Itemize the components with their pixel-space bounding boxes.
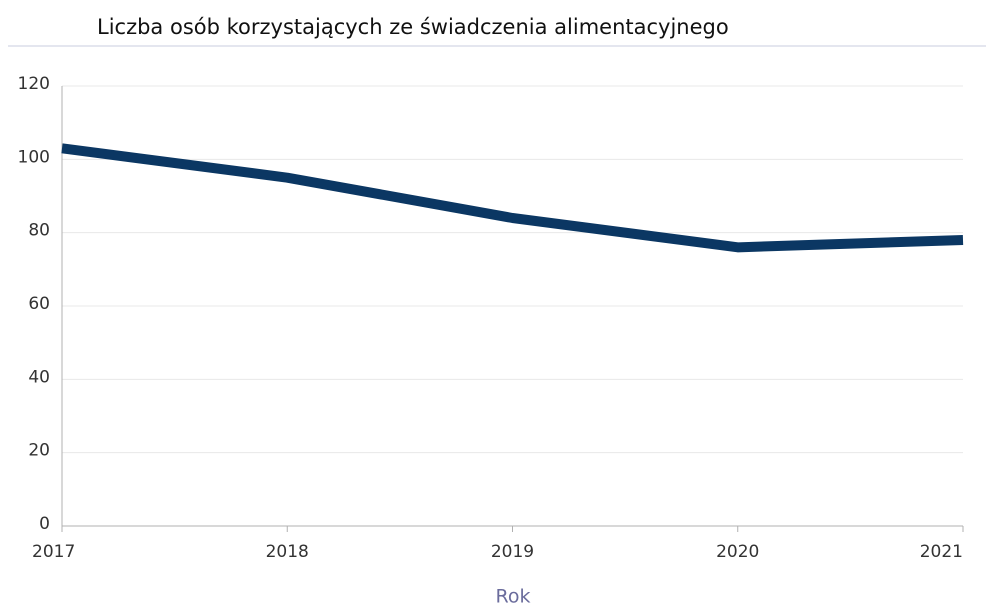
- x-axis-label: Rok: [496, 586, 531, 608]
- data-line: [61, 143, 964, 253]
- y-tick-label: 60: [28, 294, 50, 314]
- x-tick-label: 2019: [491, 542, 534, 562]
- x-tick-label: 2017: [32, 542, 75, 562]
- y-tick-label: 40: [28, 367, 50, 387]
- y-tick-label: 120: [18, 74, 50, 94]
- x-tick-label: 2020: [716, 542, 759, 562]
- x-tick-label: 2018: [266, 542, 309, 562]
- y-tick-label: 80: [28, 221, 50, 241]
- y-tick-label: 0: [39, 514, 50, 534]
- y-tick-label: 20: [28, 441, 50, 461]
- x-tick-label: 2021: [920, 542, 963, 562]
- chart-title: Liczba osób korzystających ze świadczeni…: [97, 15, 729, 39]
- y-tick-label: 100: [18, 147, 50, 167]
